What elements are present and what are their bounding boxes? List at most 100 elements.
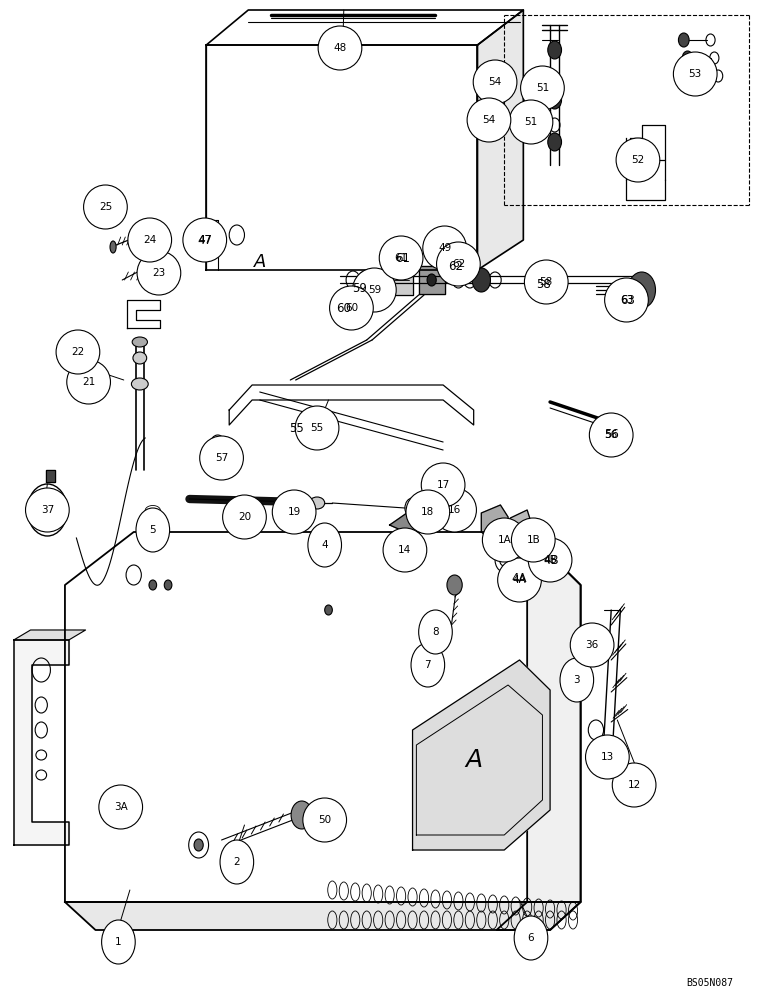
Text: 4A: 4A (512, 572, 527, 584)
Ellipse shape (520, 66, 565, 110)
Circle shape (447, 575, 462, 595)
Text: 53: 53 (688, 69, 702, 79)
Ellipse shape (303, 798, 347, 842)
Text: 60: 60 (336, 302, 351, 314)
Text: 16: 16 (448, 505, 461, 515)
Text: 61: 61 (395, 252, 410, 265)
Polygon shape (14, 630, 86, 640)
Polygon shape (510, 510, 531, 550)
Ellipse shape (83, 185, 128, 229)
Circle shape (194, 839, 203, 851)
Ellipse shape (560, 658, 594, 702)
Ellipse shape (132, 337, 147, 347)
Text: 49: 49 (438, 243, 452, 253)
Ellipse shape (604, 278, 649, 322)
Circle shape (588, 639, 597, 651)
Ellipse shape (589, 413, 633, 457)
Ellipse shape (183, 218, 227, 262)
Ellipse shape (66, 360, 111, 404)
Text: 25: 25 (99, 202, 112, 212)
Circle shape (686, 69, 697, 83)
Text: 63: 63 (620, 295, 633, 305)
Ellipse shape (157, 254, 164, 270)
Text: 60: 60 (345, 303, 358, 313)
Circle shape (427, 274, 436, 286)
Text: 63: 63 (620, 294, 636, 306)
Text: 55: 55 (289, 422, 304, 434)
Text: A: A (465, 748, 482, 772)
Ellipse shape (295, 406, 339, 450)
Ellipse shape (272, 490, 316, 534)
Text: 51: 51 (536, 83, 549, 93)
Circle shape (548, 41, 562, 59)
Text: 57: 57 (215, 453, 228, 463)
Text: 1A: 1A (497, 535, 511, 545)
Ellipse shape (421, 463, 465, 507)
Text: 55: 55 (310, 423, 324, 433)
Text: 12: 12 (627, 780, 641, 790)
Text: 56: 56 (604, 430, 618, 440)
Text: 48: 48 (333, 43, 347, 53)
Ellipse shape (406, 490, 450, 534)
Text: 58: 58 (536, 278, 552, 292)
Ellipse shape (612, 763, 656, 807)
Text: 17: 17 (436, 480, 450, 490)
Text: 51: 51 (524, 117, 538, 127)
Text: 3A: 3A (114, 802, 128, 812)
Text: 19: 19 (287, 507, 301, 517)
Polygon shape (382, 265, 413, 295)
Ellipse shape (110, 241, 116, 253)
Ellipse shape (25, 488, 70, 532)
Text: 6: 6 (528, 933, 534, 943)
Text: 62: 62 (448, 260, 464, 273)
Ellipse shape (616, 138, 660, 182)
Ellipse shape (673, 52, 717, 96)
Ellipse shape (570, 623, 614, 667)
Ellipse shape (136, 508, 170, 552)
Text: 54: 54 (482, 115, 496, 125)
Text: 13: 13 (601, 752, 614, 762)
Circle shape (164, 580, 172, 590)
Text: 1B: 1B (526, 535, 540, 545)
Ellipse shape (467, 98, 511, 142)
Text: BS05N087: BS05N087 (686, 978, 733, 988)
Text: 4A: 4A (513, 575, 526, 585)
Ellipse shape (511, 518, 555, 562)
Polygon shape (497, 532, 581, 930)
Circle shape (682, 51, 693, 65)
Ellipse shape (422, 226, 467, 270)
Text: 59: 59 (351, 282, 367, 294)
Text: 4: 4 (322, 540, 328, 550)
Ellipse shape (436, 242, 481, 286)
Text: 4B: 4B (544, 554, 559, 566)
Circle shape (450, 505, 461, 519)
Text: 8: 8 (432, 627, 439, 637)
Ellipse shape (379, 236, 423, 280)
Text: 52: 52 (631, 155, 645, 165)
Ellipse shape (199, 436, 244, 480)
Ellipse shape (329, 286, 374, 330)
Ellipse shape (131, 378, 148, 390)
Text: 36: 36 (585, 640, 599, 650)
Text: 56: 56 (604, 428, 619, 442)
Ellipse shape (473, 60, 517, 104)
Text: 20: 20 (238, 512, 251, 522)
Ellipse shape (482, 518, 526, 562)
Polygon shape (14, 640, 69, 845)
Polygon shape (436, 471, 455, 499)
Circle shape (325, 605, 332, 615)
Text: 58: 58 (539, 277, 553, 287)
Ellipse shape (528, 538, 572, 582)
Ellipse shape (383, 528, 427, 572)
Ellipse shape (308, 523, 342, 567)
Circle shape (548, 91, 562, 109)
Ellipse shape (128, 218, 172, 262)
Circle shape (678, 33, 689, 47)
Ellipse shape (514, 916, 548, 960)
Polygon shape (419, 266, 445, 294)
Polygon shape (390, 508, 428, 537)
Ellipse shape (137, 251, 181, 295)
Ellipse shape (102, 920, 135, 964)
Ellipse shape (318, 26, 362, 70)
Polygon shape (478, 10, 523, 270)
